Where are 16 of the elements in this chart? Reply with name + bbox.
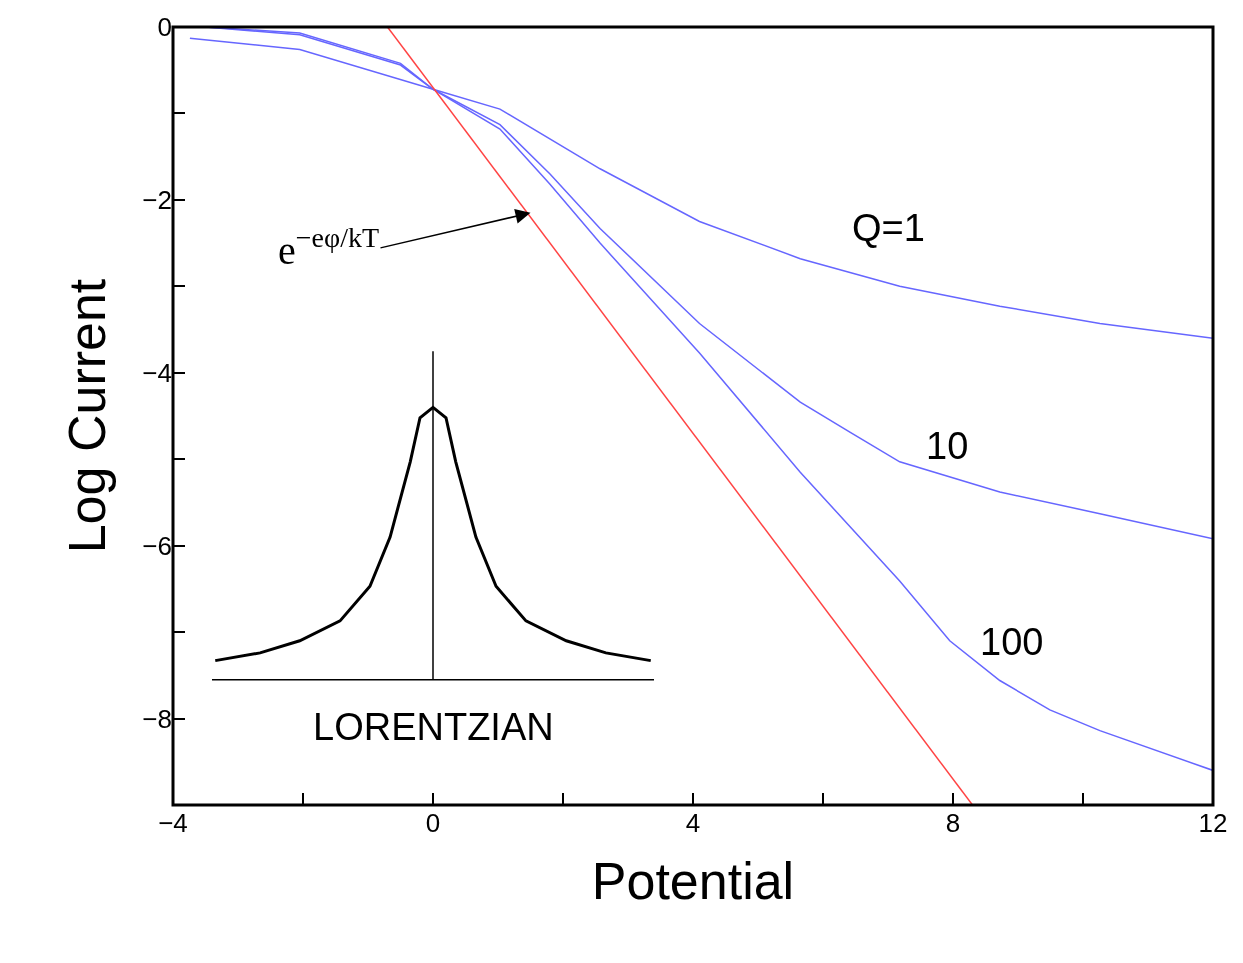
y-tick-label: −6: [142, 530, 172, 561]
annotation: e$^{−eφ/kT}$: [278, 222, 380, 273]
x-axis-title: Potential: [591, 851, 795, 910]
y-tick-label: −8: [142, 703, 172, 734]
series-label: 100: [980, 621, 1044, 663]
x-tick-label: 12: [1198, 808, 1228, 838]
series-label: 10: [926, 425, 969, 467]
x-tick-label: 8: [945, 808, 961, 838]
y-tick-label: −2: [142, 184, 172, 215]
series-label: Q=1: [852, 207, 925, 249]
annotation: LORENTZIAN: [313, 706, 554, 748]
x-tick-label: 0: [425, 808, 441, 838]
y-axis-title: Log Current: [57, 278, 116, 554]
y-tick-label: −4: [142, 357, 172, 388]
x-tick-label: 4: [685, 808, 701, 838]
y-tick-label: 0: [157, 12, 172, 43]
